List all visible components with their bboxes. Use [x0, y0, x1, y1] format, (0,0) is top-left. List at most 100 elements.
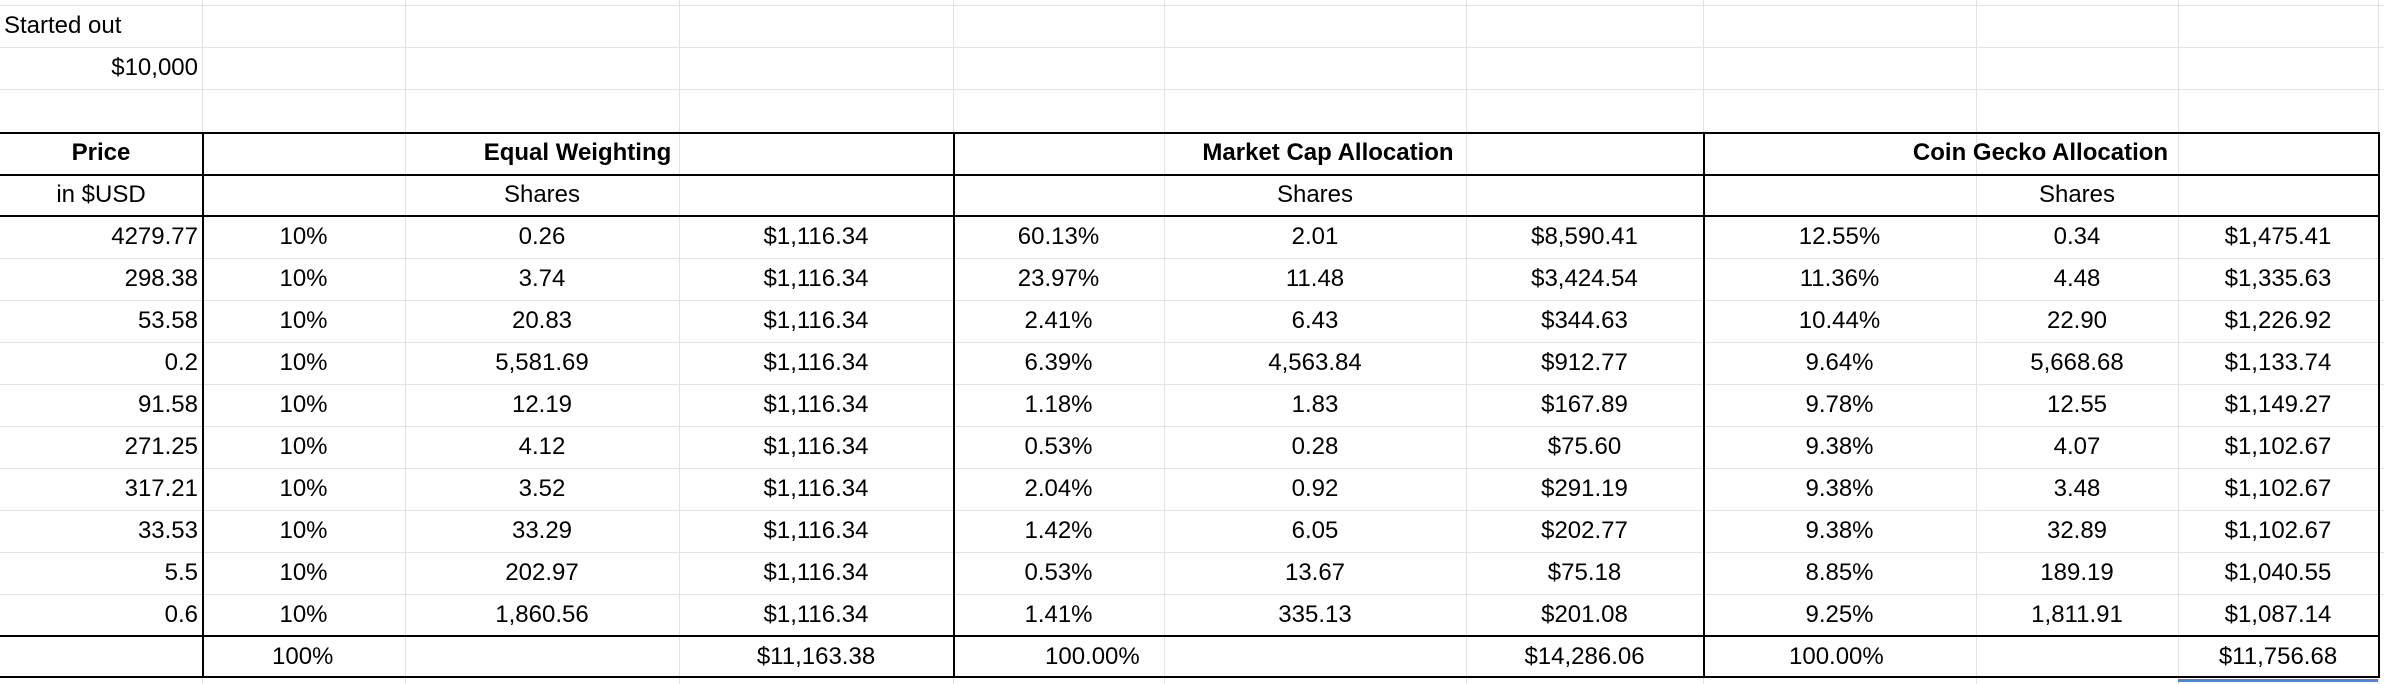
mcap-shares-cell[interactable]: 0.28: [1291, 433, 1339, 460]
equal-value-cell[interactable]: $1,116.34: [763, 391, 869, 418]
mcap-shares-cell[interactable]: 11.48: [1285, 265, 1345, 292]
shares-header[interactable]: Shares: [1276, 181, 1354, 208]
price-cell[interactable]: 0.6: [164, 601, 198, 628]
gecko-shares-cell[interactable]: 12.55: [2046, 391, 2108, 418]
mcap-pct-cell[interactable]: 60.13%: [1017, 223, 1100, 250]
mcap-shares-cell[interactable]: 6.05: [1291, 517, 1339, 544]
gecko-pct-cell[interactable]: 9.38%: [1805, 475, 1874, 502]
gecko-pct-cell[interactable]: 11.36%: [1799, 265, 1880, 292]
mcap-pct-cell[interactable]: 2.41%: [1024, 307, 1093, 334]
equal-shares-cell[interactable]: 5,581.69: [495, 349, 589, 376]
shares-header[interactable]: Shares: [503, 181, 581, 208]
equal-pct-cell[interactable]: 10%: [279, 349, 328, 376]
mcap-pct-cell[interactable]: 23.97%: [1017, 265, 1100, 292]
mcap-value-cell[interactable]: $912.77: [1541, 349, 1628, 376]
mcap-shares-cell[interactable]: 0.92: [1291, 475, 1339, 502]
gecko-pct-cell[interactable]: 9.25%: [1805, 601, 1874, 628]
total-gecko-value-cell[interactable]: $11,756.68: [2218, 643, 2338, 670]
equal-value-cell[interactable]: $1,116.34: [763, 517, 869, 544]
gecko-shares-cell[interactable]: 4.48: [2053, 265, 2101, 292]
shares-header[interactable]: Shares: [2038, 181, 2116, 208]
gecko-value-cell[interactable]: $1,087.14: [2224, 601, 2332, 628]
gecko-shares-cell[interactable]: 5,668.68: [2030, 349, 2124, 376]
mcap-value-cell[interactable]: $8,590.41: [1531, 223, 1638, 250]
gecko-value-cell[interactable]: $1,102.67: [2224, 475, 2332, 502]
gecko-value-cell[interactable]: $1,149.27: [2224, 391, 2332, 418]
price-cell[interactable]: 5.5: [164, 559, 198, 586]
equal-value-cell[interactable]: $1,116.34: [763, 265, 869, 292]
started-out-label[interactable]: Started out: [4, 12, 122, 39]
gecko-shares-cell[interactable]: 0.34: [2053, 223, 2101, 250]
equal-value-cell[interactable]: $1,116.34: [763, 601, 869, 628]
mcap-shares-cell[interactable]: 6.43: [1291, 307, 1339, 334]
equal-pct-cell[interactable]: 10%: [279, 391, 328, 418]
gecko-pct-cell[interactable]: 10.44%: [1798, 307, 1881, 334]
equal-pct-cell[interactable]: 10%: [279, 517, 328, 544]
price-cell[interactable]: 0.2: [164, 349, 198, 376]
mcap-value-cell[interactable]: $291.19: [1541, 475, 1628, 502]
gecko-shares-cell[interactable]: 1,811.91: [2031, 601, 2123, 628]
price-cell[interactable]: 33.53: [137, 517, 198, 544]
equal-shares-cell[interactable]: 3.52: [518, 475, 566, 502]
gecko-value-cell[interactable]: $1,102.67: [2224, 433, 2332, 460]
gecko-value-cell[interactable]: $1,226.92: [2224, 307, 2332, 334]
gecko-pct-cell[interactable]: 9.78%: [1805, 391, 1874, 418]
equal-pct-cell[interactable]: 10%: [279, 559, 328, 586]
mcap-shares-cell[interactable]: 13.67: [1284, 559, 1346, 586]
coin-gecko-allocation-header[interactable]: Coin Gecko Allocation: [1912, 139, 2169, 166]
price-cell[interactable]: 271.25: [124, 433, 198, 460]
mcap-pct-cell[interactable]: 0.53%: [1024, 559, 1093, 586]
gecko-value-cell[interactable]: $1,475.41: [2224, 223, 2332, 250]
mcap-value-cell[interactable]: $75.18: [1547, 559, 1622, 586]
mcap-pct-cell[interactable]: 1.41%: [1024, 601, 1093, 628]
gecko-value-cell[interactable]: $1,133.74: [2224, 349, 2332, 376]
equal-shares-cell[interactable]: 33.29: [511, 517, 573, 544]
gecko-pct-cell[interactable]: 9.64%: [1805, 349, 1874, 376]
gecko-shares-cell[interactable]: 3.48: [2053, 475, 2101, 502]
mcap-pct-cell[interactable]: 0.53%: [1024, 433, 1093, 460]
price-subheader[interactable]: in $USD: [56, 181, 146, 208]
equal-shares-cell[interactable]: 20.83: [511, 307, 573, 334]
equal-pct-cell[interactable]: 10%: [279, 223, 328, 250]
mcap-value-cell[interactable]: $3,424.54: [1531, 265, 1638, 292]
equal-pct-cell[interactable]: 10%: [279, 265, 328, 292]
mcap-pct-cell[interactable]: 2.04%: [1024, 475, 1093, 502]
mcap-shares-cell[interactable]: 4,563.84: [1268, 349, 1362, 376]
equal-value-cell[interactable]: $1,116.34: [763, 559, 869, 586]
mcap-value-cell[interactable]: $75.60: [1547, 433, 1622, 460]
total-equal-value-cell[interactable]: $11,163.38: [756, 643, 876, 670]
started-out-value[interactable]: $10,000: [111, 54, 198, 81]
equal-value-cell[interactable]: $1,116.34: [763, 433, 869, 460]
equal-value-cell[interactable]: $1,116.34: [763, 223, 869, 250]
gecko-value-cell[interactable]: $1,102.67: [2224, 517, 2332, 544]
gecko-pct-cell[interactable]: 9.38%: [1805, 433, 1874, 460]
gecko-shares-cell[interactable]: 189.19: [2040, 559, 2114, 586]
equal-shares-cell[interactable]: 3.74: [518, 265, 566, 292]
gecko-value-cell[interactable]: $1,040.55: [2224, 559, 2332, 586]
total-mcap-value-cell[interactable]: $14,286.06: [1524, 643, 1645, 670]
mcap-pct-cell[interactable]: 6.39%: [1024, 349, 1093, 376]
equal-pct-cell[interactable]: 10%: [279, 601, 328, 628]
price-cell[interactable]: 53.58: [137, 307, 198, 334]
gecko-pct-cell[interactable]: 9.38%: [1805, 517, 1874, 544]
mcap-shares-cell[interactable]: 2.01: [1291, 223, 1339, 250]
gecko-shares-cell[interactable]: 4.07: [2053, 433, 2101, 460]
price-header[interactable]: Price: [71, 139, 131, 166]
equal-value-cell[interactable]: $1,116.34: [763, 349, 869, 376]
market-cap-allocation-header[interactable]: Market Cap Allocation: [1202, 139, 1454, 166]
gecko-pct-cell[interactable]: 8.85%: [1805, 559, 1874, 586]
mcap-shares-cell[interactable]: 335.13: [1278, 601, 1352, 628]
total-gecko-pct-cell[interactable]: 100.00%: [1789, 643, 1884, 670]
mcap-shares-cell[interactable]: 1.83: [1291, 391, 1339, 418]
mcap-value-cell[interactable]: $202.77: [1541, 517, 1628, 544]
gecko-shares-cell[interactable]: 22.90: [2046, 307, 2108, 334]
equal-shares-cell[interactable]: 12.19: [511, 391, 573, 418]
price-cell[interactable]: 91.58: [137, 391, 198, 418]
gecko-pct-cell[interactable]: 12.55%: [1798, 223, 1881, 250]
mcap-value-cell[interactable]: $344.63: [1541, 307, 1628, 334]
gecko-value-cell[interactable]: $1,335.63: [2224, 265, 2332, 292]
total-equal-pct-cell[interactable]: 100%: [272, 643, 334, 670]
mcap-value-cell[interactable]: $167.89: [1541, 391, 1628, 418]
equal-weighting-header[interactable]: Equal Weighting: [483, 139, 672, 166]
equal-shares-cell[interactable]: 202.97: [505, 559, 579, 586]
